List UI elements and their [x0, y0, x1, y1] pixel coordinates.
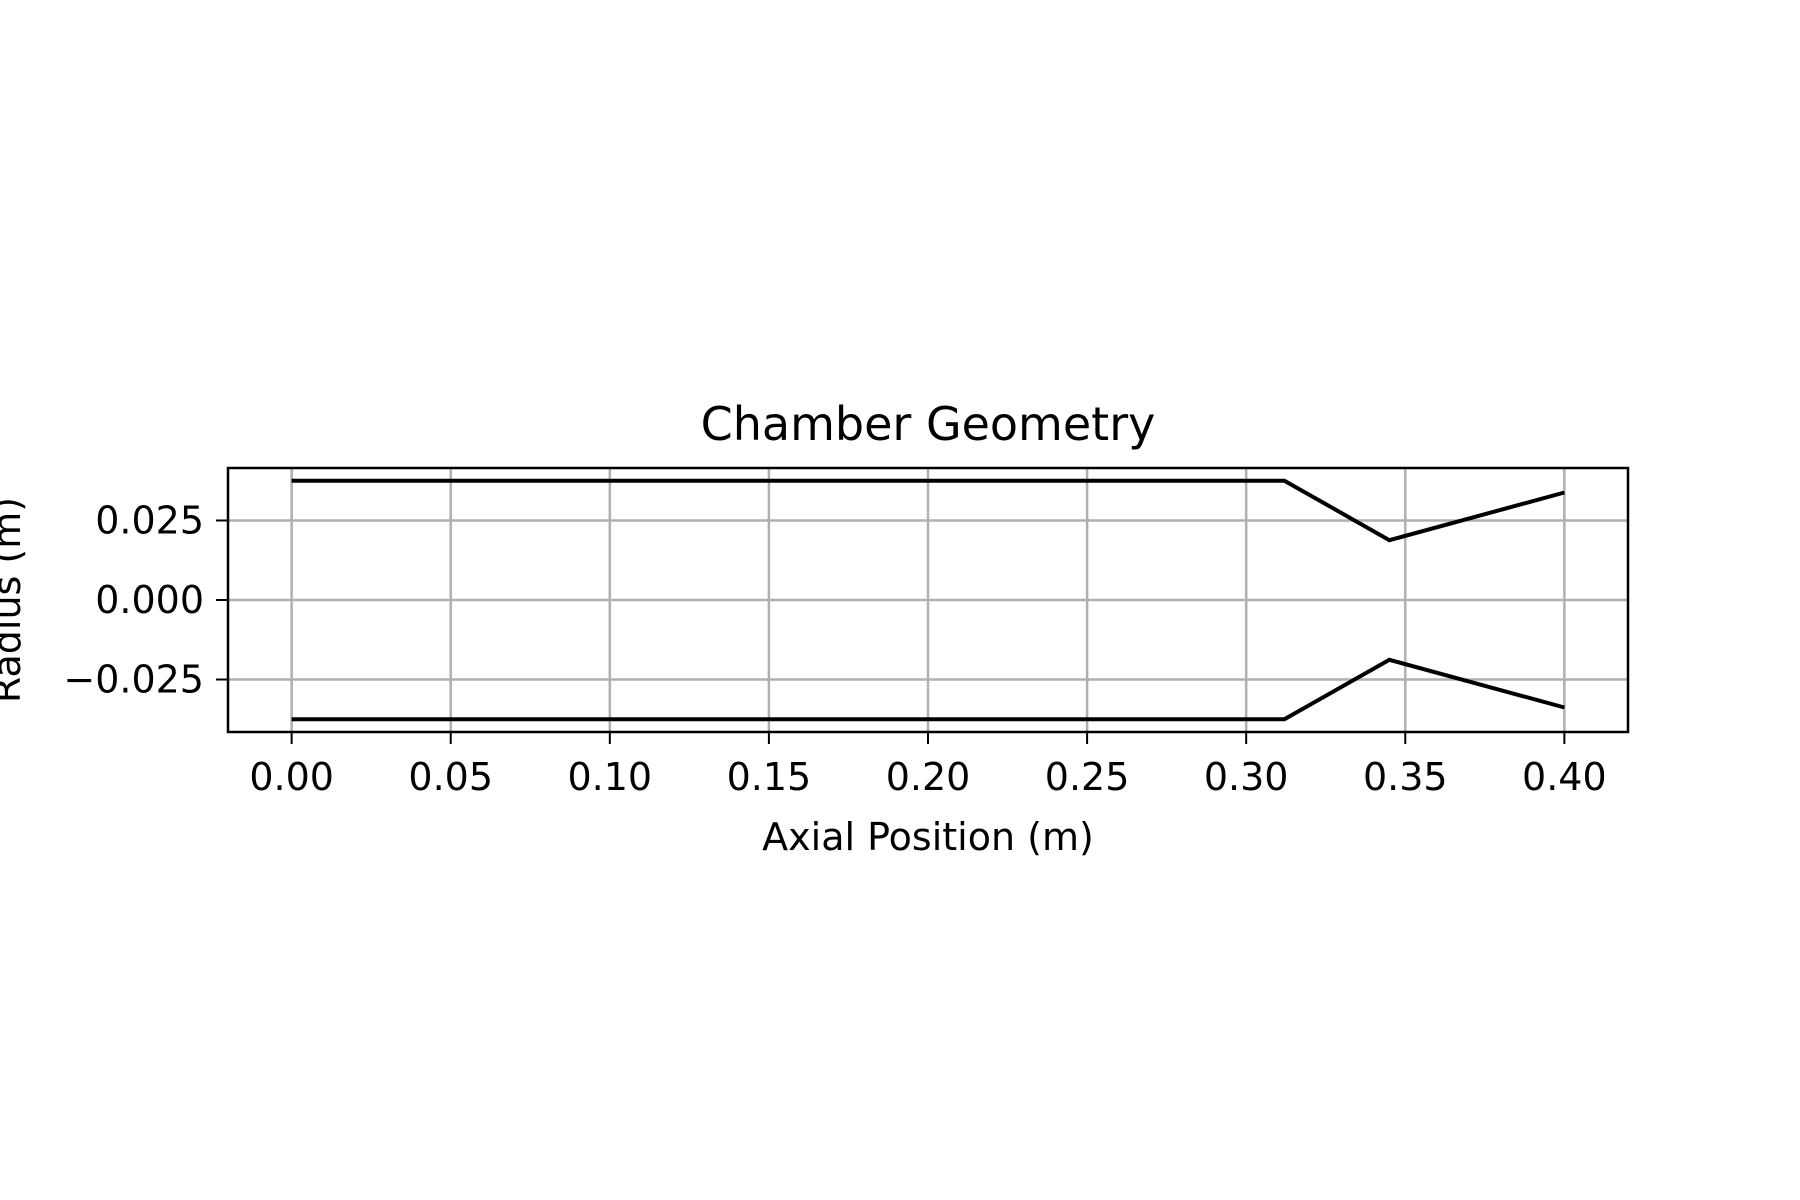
chart-title: Chamber Geometry	[701, 397, 1156, 451]
grid-layer	[228, 468, 1628, 732]
series-layer	[291, 478, 1565, 722]
x-tick-label: 0.35	[1363, 755, 1448, 799]
y-axis-label: Radius (m)	[0, 497, 29, 703]
x-tick-label: 0.25	[1045, 755, 1130, 799]
x-tick-label: 0.00	[249, 755, 334, 799]
upper-wall-line	[291, 478, 1565, 543]
tick-layer: 0.00 0.05 0.10 0.15 0.20 0.25 0.30 0.35 0.40 0.02…	[63, 498, 1606, 799]
x-tick-label: 0.30	[1204, 755, 1289, 799]
y-tick-label: 0.025	[95, 498, 204, 542]
x-tick-label: 0.40	[1522, 755, 1607, 799]
lower-wall-line	[291, 657, 1565, 722]
x-tick-label: 0.20	[886, 755, 971, 799]
x-axis-label: Axial Position (m)	[762, 815, 1094, 859]
x-tick-label: 0.05	[408, 755, 493, 799]
y-tick-label: −0.025	[63, 658, 204, 702]
x-tick-label: 0.10	[568, 755, 653, 799]
y-tick-label: 0.000	[95, 578, 204, 622]
x-tick-label: 0.15	[727, 755, 812, 799]
